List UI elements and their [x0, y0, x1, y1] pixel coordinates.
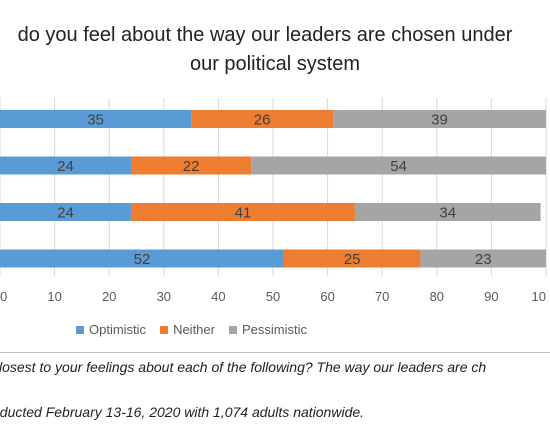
legend-swatch-pessimistic [228, 325, 237, 334]
legend-label-neither: Neither [173, 322, 215, 337]
bar-pessimistic [420, 249, 546, 268]
bar-neither [131, 203, 355, 221]
data-label: 23 [475, 251, 492, 268]
legend-item-neither: Neither [160, 322, 215, 337]
data-label: 24 [57, 205, 74, 222]
bar-pessimistic [354, 203, 541, 221]
bar-neither [191, 110, 334, 128]
bar-pessimistic [251, 156, 546, 175]
data-label: 26 [254, 112, 271, 129]
x-tick-label: 80 [430, 289, 444, 304]
data-label: 39 [431, 112, 448, 129]
data-label: 52 [134, 251, 151, 268]
survey-source-note: nducted February 13-16, 2020 with 1,074 … [0, 404, 365, 420]
bar-optimistic [0, 156, 132, 175]
survey-question-note: closest to your feelings about each of t… [0, 359, 487, 375]
chart-title-line-1: do you feel about the way our leaders ar… [17, 24, 513, 46]
chart-legend: Optimistic Neither Pessimistic [76, 322, 307, 337]
bar-neither [283, 249, 421, 268]
legend-swatch-optimistic [76, 325, 84, 334]
bar-neither [131, 156, 252, 175]
data-label: 54 [390, 158, 407, 175]
x-tick-label: 30 [157, 289, 171, 304]
data-label: 22 [183, 158, 200, 175]
legend-label-optimistic: Optimistic [89, 322, 147, 337]
legend-item-pessimistic: Pessimistic [228, 322, 307, 337]
data-label: 34 [439, 205, 456, 222]
x-tick-label: 40 [211, 289, 225, 304]
footer-divider [0, 352, 550, 353]
data-label: 24 [57, 158, 74, 175]
chart-title-line-2: our political system [189, 53, 361, 75]
data-label: 25 [344, 251, 361, 268]
x-tick-label: 70 [375, 289, 389, 304]
x-tick-label: 60 [320, 289, 334, 304]
legend-item-optimistic: Optimistic [76, 322, 146, 337]
legend-swatch-neither [160, 325, 169, 334]
x-tick-label: 50 [266, 289, 280, 304]
bar-pessimistic [333, 110, 546, 128]
legend-label-pessimistic: Pessimistic [241, 322, 307, 337]
data-label: 41 [235, 205, 252, 222]
x-tick-label: 20 [102, 289, 116, 304]
bar-optimistic [0, 110, 192, 128]
bar-optimistic [0, 203, 132, 221]
x-tick-label: 0 [0, 289, 7, 304]
x-tick-label: 10 [47, 289, 61, 304]
x-tick-label: 90 [484, 289, 498, 304]
data-label: 35 [87, 112, 104, 129]
x-tick-label: 10 [532, 289, 546, 304]
bar-optimistic [0, 249, 284, 268]
